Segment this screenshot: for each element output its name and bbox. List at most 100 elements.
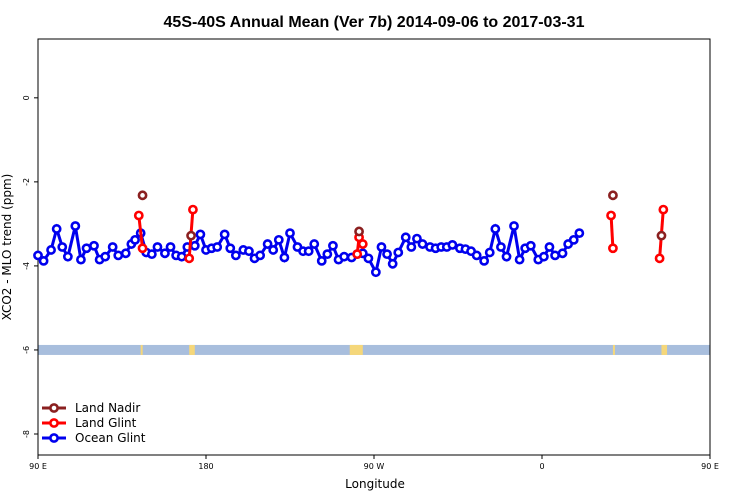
ocean-glint-point-0-14 [120, 248, 131, 259]
ocean-glint-point-0-76 [490, 224, 501, 234]
land-glint-line-3 [609, 215, 615, 249]
ocean-glint-point-0-21 [160, 248, 170, 259]
ocean-glint-point-0-45 [303, 246, 314, 257]
ocean-glint-point-0-90 [574, 228, 585, 239]
y-axis-label: XCO2 - MLO trend (ppm) [0, 174, 14, 321]
ocean-glint-point-0-63 [412, 233, 422, 244]
legend-label: Land Glint [75, 416, 137, 430]
y-tick-label-1: -2 [22, 178, 31, 186]
land-patch-4 [661, 344, 668, 355]
ocean-glint-point-0-79 [509, 221, 519, 231]
ocean-glint-point-0-59 [387, 258, 398, 269]
ocean-glint-point-0-82 [525, 240, 536, 251]
ocean-glint-point-0-89 [568, 234, 579, 245]
legend-item-ocean-glint: Ocean Glint [42, 431, 146, 445]
ocean-glint-point-0-22 [165, 242, 176, 252]
ocean-glint-point-0-58 [382, 249, 392, 260]
ocean-glint-point-0-46 [309, 239, 320, 249]
ocean-glint-point-0-37 [255, 250, 266, 261]
ocean-glint-point-0-77 [496, 242, 506, 252]
ocean-glint-point-0-16 [130, 234, 140, 245]
ocean-glint-point-0-26 [189, 240, 200, 251]
legend-label: Land Nadir [75, 401, 140, 415]
ocean-glint-point-0-3 [51, 224, 62, 234]
ocean-glint-point-0-2 [46, 245, 56, 255]
legend-item-land-glint: Land Glint [42, 416, 137, 430]
ocean-glint-point-0-31 [219, 229, 230, 240]
chart-title: 45S-40S Annual Mean (Ver 7b) 2014-09-06 … [164, 14, 585, 31]
ocean-strip [38, 344, 710, 355]
land-glint-point-4-0 [654, 253, 665, 264]
land-glint-point-0-0 [133, 210, 144, 221]
land-nadir-point-0-0 [137, 190, 148, 201]
land-nadir-point-4-0 [656, 230, 667, 241]
ocean-glint-point-0-0 [33, 250, 43, 261]
land-nadir-point-3-0 [608, 190, 618, 201]
ocean-glint-point-0-39 [268, 245, 279, 255]
ocean-glint-point-0-62 [406, 242, 417, 252]
data-series [33, 190, 669, 278]
ocean-glint-point-0-8 [81, 243, 92, 254]
x-tick-label-4: 90 E [701, 462, 719, 471]
ocean-glint-point-0-1 [38, 255, 49, 266]
ocean-glint-point-0-47 [316, 255, 327, 266]
legend-swatch-marker [49, 433, 59, 443]
ocean-glint-point-0-6 [70, 221, 81, 231]
ocean-glint-point-0-30 [212, 242, 223, 252]
ocean-glint-point-0-5 [62, 251, 73, 262]
y-tick-label-2: -4 [22, 262, 31, 270]
ocean-glint-point-0-57 [376, 242, 387, 252]
legend-swatch-marker [49, 403, 59, 413]
land-glint-point-2-0 [352, 249, 363, 260]
legend-swatch-marker [49, 418, 59, 428]
ocean-glint-point-0-20 [152, 242, 163, 252]
ocean-glint-point-0-48 [322, 249, 333, 260]
land-glint-point-4-1 [658, 204, 669, 215]
ocean-glint-point-0-87 [557, 248, 568, 259]
ocean-glint-point-0-73 [471, 250, 482, 261]
x-axis-label: Longitude [345, 477, 405, 491]
ocean-glint-point-0-51 [339, 251, 350, 262]
land-glint-point-1-1 [188, 204, 198, 215]
ocean-glint-point-0-64 [417, 239, 428, 249]
ocean-glint-point-0-60 [393, 247, 404, 258]
land-glint-point-3-1 [608, 243, 618, 254]
ocean-glint-point-0-27 [195, 229, 206, 240]
land-nadir-point-2-0 [354, 226, 364, 237]
x-tick-label-2: 90 W [364, 462, 385, 471]
ocean-glint-point-0-78 [501, 251, 512, 262]
land-glint-point-3-0 [606, 210, 616, 221]
x-axis: 90 E 180 90 W 0 90 E [29, 455, 719, 471]
ocean-glint-point-0-69 [447, 239, 458, 250]
ocean-glint-point-0-84 [538, 251, 549, 262]
ocean-glint-point-0-55 [363, 253, 374, 264]
land-strip [38, 344, 710, 355]
ocean-glint-point-0-7 [76, 254, 86, 265]
ocean-glint-point-0-12 [107, 242, 118, 252]
ocean-glint-point-0-75 [484, 247, 495, 258]
x-tick-label-0: 90 E [29, 462, 47, 471]
ocean-glint-point-0-61 [400, 232, 411, 243]
land-patch-2 [349, 344, 363, 355]
ocean-glint-point-0-86 [550, 250, 560, 261]
ocean-glint-point-0-19 [146, 249, 157, 260]
land-glint-point-2-2 [357, 239, 368, 249]
legend-item-land-nadir: Land Nadir [42, 401, 140, 415]
ocean-glint-point-0-9 [89, 240, 99, 251]
ocean-glint-point-0-42 [285, 228, 295, 239]
ocean-glint-point-0-32 [225, 243, 236, 254]
ocean-glint-point-0-80 [514, 254, 525, 265]
y-tick-label-3: -6 [22, 346, 31, 354]
ocean-glint-point-0-56 [370, 267, 381, 278]
ocean-glint-point-0-40 [273, 234, 284, 245]
land-patch-3 [612, 344, 615, 355]
y-tick-label-4: -8 [22, 430, 31, 438]
land-glint-point-0-1 [137, 243, 148, 254]
land-patch-1 [189, 344, 195, 355]
ocean-glint-point-0-35 [244, 246, 254, 257]
land-glint-line-0 [137, 215, 144, 249]
land-glint-point-1-0 [184, 253, 195, 264]
land-patch-0 [140, 344, 143, 355]
